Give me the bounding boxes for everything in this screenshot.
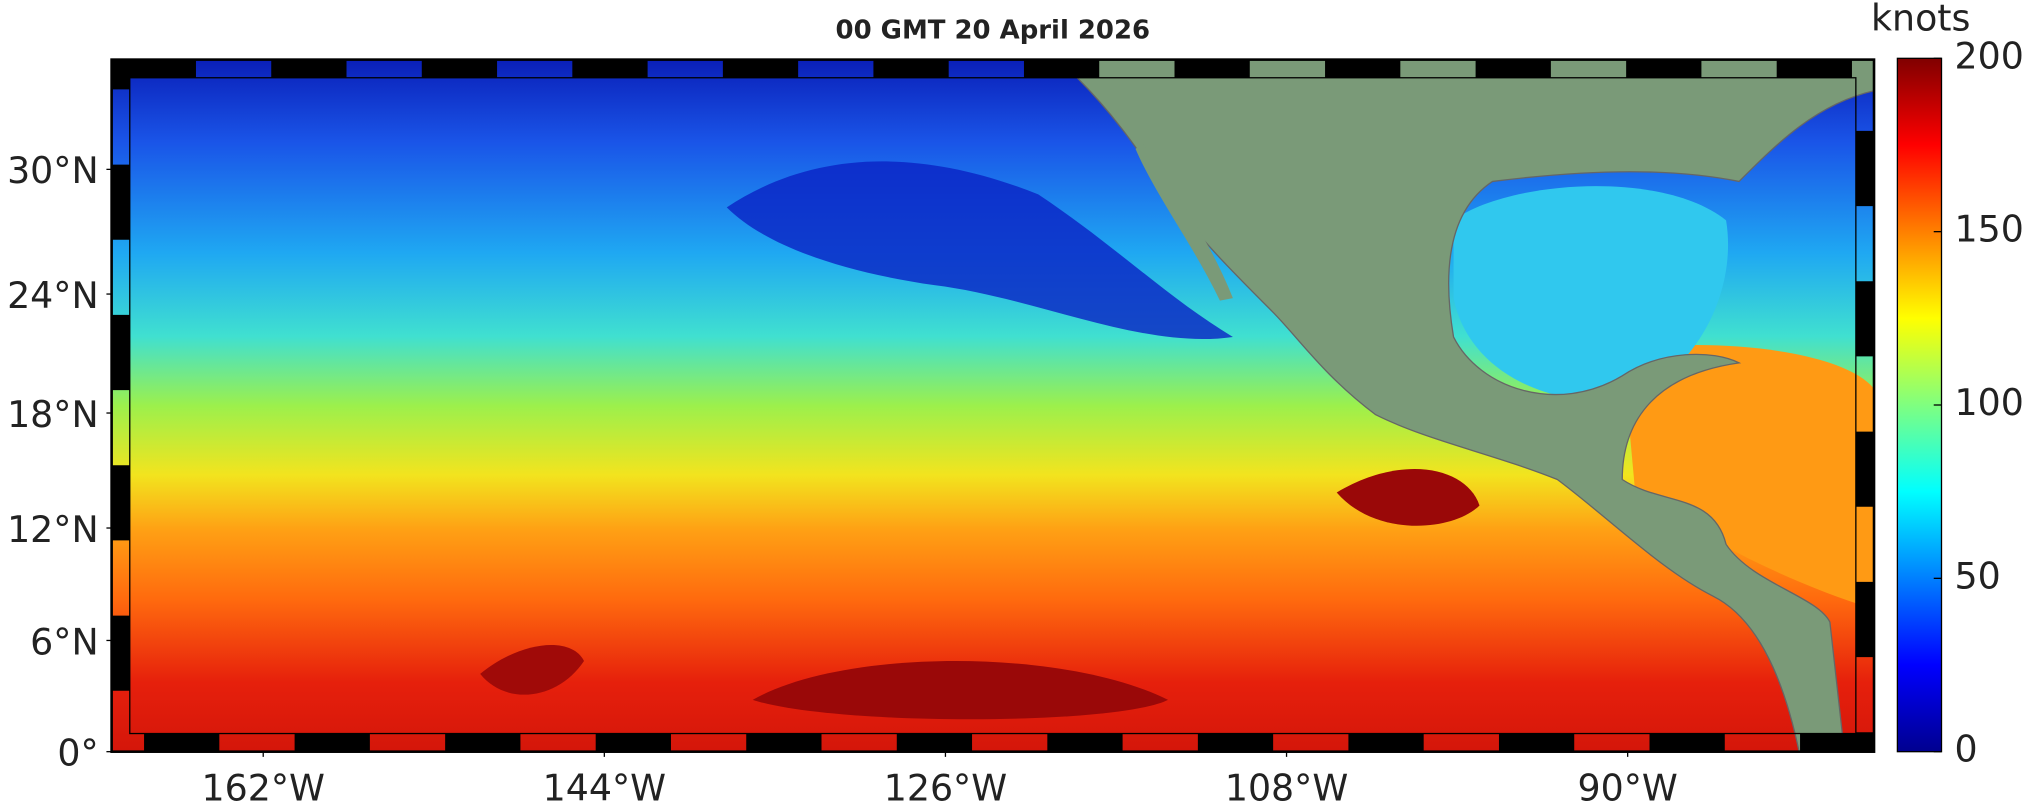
colorbar-tick-label: 0 (1954, 728, 1977, 771)
colorbar-tick-label: 150 (1954, 208, 2023, 251)
x-tick-label: 108°W (1225, 767, 1348, 810)
colorbar-tick-label: 100 (1954, 381, 2023, 424)
caribbean-field (1622, 345, 1875, 610)
x-tick-label: 144°W (543, 767, 666, 810)
low-wind-area (726, 161, 1233, 340)
y-tick-label: 30°N (7, 149, 99, 192)
high-wind-area (1336, 469, 1480, 526)
y-tick-label: 12°N (7, 508, 99, 551)
baja-peninsula (1135, 142, 1233, 301)
y-tick-label: 18°N (7, 393, 99, 436)
colorbar-label: knots (1871, 0, 1970, 40)
colorbar-tick-label: 50 (1954, 554, 2000, 597)
map-frame (110, 58, 1876, 753)
x-tick-label: 90°W (1578, 767, 1678, 810)
y-tick-label: 0° (57, 732, 98, 775)
wind-field (111, 59, 1875, 752)
land (1076, 59, 1875, 752)
high-wind-area (752, 660, 1169, 720)
y-tick-label: 6°N (30, 620, 98, 663)
y-tick-label: 24°N (7, 274, 99, 317)
chart-title: 00 GMT 20 April 2026 (836, 16, 1151, 46)
high-wind-area (480, 644, 585, 695)
colorbar-tick-label: 200 (1954, 34, 2023, 77)
map-inner-frame (129, 77, 1857, 735)
figure: 00 GMT 20 April 2026 knots 162°W 144°W 126… (7, 0, 2024, 810)
x-tick-label: 162°W (202, 767, 325, 810)
x-tick-label: 126°W (884, 767, 1007, 810)
gulf-field (1453, 186, 1729, 402)
